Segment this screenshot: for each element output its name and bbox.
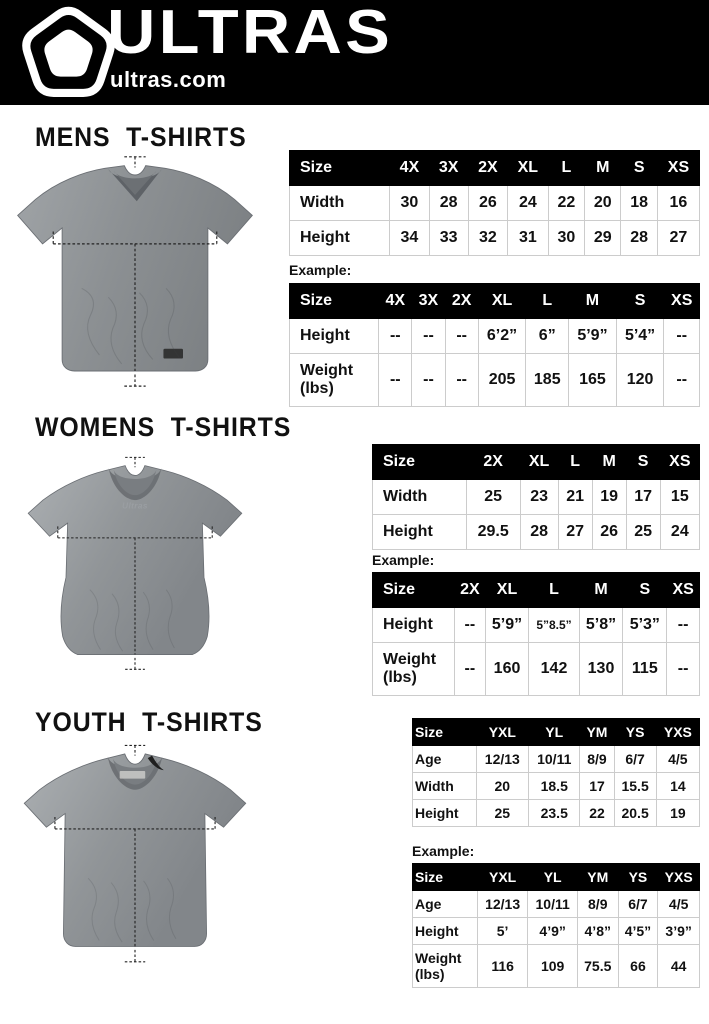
- svg-text:Ultras: Ultras: [122, 501, 148, 510]
